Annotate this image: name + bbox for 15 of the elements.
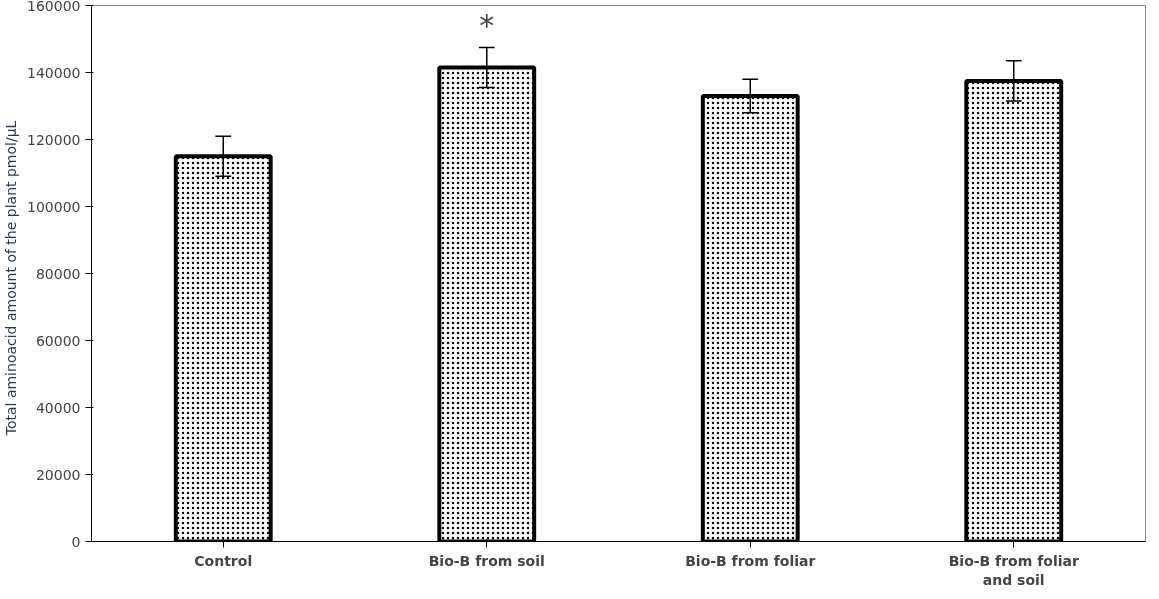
y-tick-label: 100000 xyxy=(27,198,81,215)
x-tick-label: Bio-B from soil xyxy=(428,552,545,569)
y-tick-label: 40000 xyxy=(35,399,81,416)
y-axis-title: Total aminoacid amount of the plant pmol/µL xyxy=(3,120,20,437)
y-tick-label: 140000 xyxy=(27,64,81,81)
x-tick-label: Control xyxy=(194,552,253,569)
y-tick-label: 160000 xyxy=(27,0,81,14)
x-tick-label: Bio-B from foliar and soil xyxy=(948,552,1079,588)
y-tick-label: 0 xyxy=(71,533,81,550)
y-tick-label: 80000 xyxy=(35,265,81,282)
annotation: * xyxy=(479,8,495,44)
y-tick-label: 20000 xyxy=(35,466,81,483)
y-tick-label: 120000 xyxy=(27,131,81,148)
x-tick-label: Bio-B from foliar xyxy=(685,552,816,569)
y-tick-label: 60000 xyxy=(35,332,81,349)
